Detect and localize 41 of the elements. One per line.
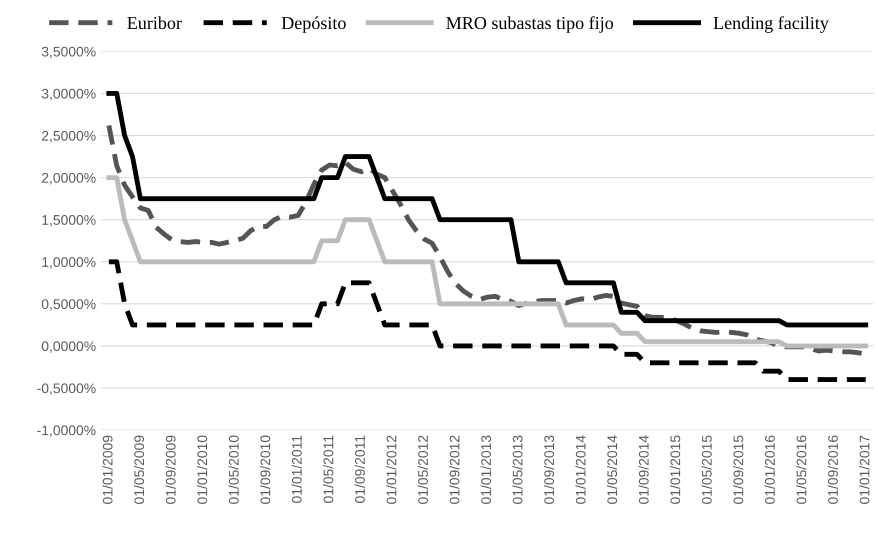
x-tick-label: 01/01/2014 [575, 435, 586, 504]
x-tick-label: 01/09/2014 [638, 435, 649, 504]
x-tick-label: 01/01/2010 [196, 435, 208, 504]
x-tick-label: 01/05/2011 [323, 436, 334, 503]
x-tick-label: 01/09/2010 [260, 435, 270, 504]
y-tick-label: 2,0000% [42, 172, 96, 184]
line-series [106, 175, 868, 348]
y-tick-label: 3,0000% [42, 88, 96, 100]
x-tick-label: 01/05/2012 [418, 436, 428, 504]
legend-label: Euribor [127, 16, 182, 30]
y-tick-label: 0,5000% [42, 299, 96, 311]
y-tick-label: 1,0000% [42, 257, 96, 269]
x-tick-label: 01/01/2017 [859, 436, 870, 504]
x-tick-label: 01/09/2011 [354, 436, 365, 503]
x-tick-label: 01/09/2009 [165, 436, 176, 504]
x-tick-label: 01/05/2010 [228, 435, 239, 504]
x-tick-label: 01/05/2016 [796, 436, 806, 504]
y-tick-label: 0,0000% [42, 341, 96, 353]
x-tick-label: 01/05/2013 [512, 436, 523, 504]
y-tick-label: -1,0000% [37, 425, 96, 437]
x-tick-label: 01/09/2016 [828, 436, 838, 504]
y-tick-label: 2,5000% [42, 130, 96, 142]
x-tick-label: 01/01/2013 [480, 436, 492, 504]
x-tick-label: 01/05/2009 [134, 436, 144, 504]
x-tick-label: 01/01/2011 [292, 436, 302, 503]
x-tick-label: 01/01/2009 [102, 436, 113, 504]
x-tick-label: 01/01/2016 [764, 436, 775, 504]
x-tick-label: 01/09/2012 [449, 436, 460, 504]
legend-label: Depósito [282, 16, 346, 33]
x-tick-label: 01/01/2012 [386, 436, 396, 504]
y-tick-label: 3,5000% [42, 46, 96, 58]
legend-label: MRO subastas tipo fijo [446, 16, 614, 33]
x-tick-label: 01/01/2015 [670, 436, 680, 504]
line-series [106, 91, 868, 328]
x-tick-label: 01/09/2013 [544, 436, 554, 504]
y-tick-label: -0,5000% [37, 383, 96, 395]
legend-label: Lending facility [714, 16, 829, 33]
x-tick-label: 01/05/2014 [606, 435, 618, 504]
y-tick-label: 1,5000% [42, 215, 96, 227]
x-tick-label: 01/09/2015 [733, 436, 744, 504]
x-tick-label: 01/05/2015 [702, 436, 712, 504]
